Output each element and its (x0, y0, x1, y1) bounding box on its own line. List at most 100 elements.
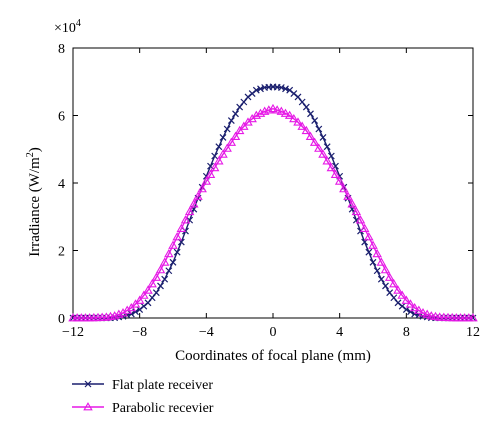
data-point (127, 310, 135, 318)
data-point (322, 156, 332, 165)
axes: −12 −8 −4 0 4 8 12 0 2 4 6 8 (58, 42, 480, 340)
data-point (152, 289, 160, 297)
data-point (222, 143, 232, 152)
data-point (211, 152, 219, 160)
y-multiplier-exponent: 4 (76, 18, 81, 29)
plot-frame (72, 47, 474, 319)
data-point (173, 248, 181, 256)
data-point (323, 143, 331, 151)
y-multiplier: ×104 (54, 18, 81, 36)
x-marker-stroke (186, 216, 194, 224)
x-marker-stroke (290, 90, 298, 97)
y-multiplier-base: ×10 (54, 21, 76, 36)
series-layer (68, 83, 478, 322)
x-marker-stroke (236, 103, 244, 111)
data-point (284, 110, 295, 119)
data-point (139, 290, 149, 299)
data-point (157, 282, 164, 290)
x-marker-stroke (302, 103, 310, 111)
x-marker-stroke (411, 310, 419, 318)
y-axis-title-main: Irradiance (W/m (27, 157, 43, 257)
data-point (272, 105, 282, 114)
data-point (377, 275, 385, 283)
x-tick-label: 0 (270, 325, 277, 340)
data-point (430, 311, 441, 321)
data-point (255, 108, 266, 117)
series-parabolic-recevier (68, 103, 478, 322)
x-marker-stroke (240, 98, 248, 106)
x-marker-stroke (294, 93, 302, 101)
data-point (184, 206, 195, 216)
data-point (159, 257, 170, 266)
data-point (189, 199, 199, 208)
series-flat-plate-receiver (69, 83, 477, 322)
data-point (364, 232, 374, 241)
data-point (369, 258, 377, 266)
data-point (386, 289, 394, 297)
data-point (426, 311, 437, 320)
data-point (376, 257, 387, 266)
data-point (411, 310, 419, 318)
data-point (389, 279, 399, 288)
x-marker-stroke (369, 258, 377, 266)
data-point (218, 149, 228, 158)
data-point (468, 313, 478, 322)
y-axis-title-close: ) (27, 147, 43, 152)
data-point (352, 216, 360, 224)
data-point (365, 248, 373, 256)
data-point (359, 223, 370, 232)
data-point (134, 295, 145, 304)
data-point (305, 131, 316, 140)
data-point (122, 305, 132, 314)
data-point (390, 294, 398, 302)
x-tick-label: 8 (403, 325, 410, 340)
data-point (251, 110, 262, 119)
x-marker-stroke (286, 86, 294, 94)
legend: Flat plate receiver Parabolic recevier (72, 378, 214, 416)
data-point (373, 267, 381, 275)
data-point (318, 149, 328, 158)
x-marker-stroke (227, 117, 235, 124)
x-marker-stroke (352, 216, 360, 224)
data-point (197, 183, 207, 193)
x-marker-stroke (407, 308, 414, 316)
data-point (418, 308, 428, 317)
data-point (201, 176, 212, 185)
x-marker-stroke (207, 162, 214, 170)
y-tick-label: 2 (58, 245, 65, 260)
data-point (326, 162, 337, 172)
x-marker-stroke (84, 380, 92, 388)
data-point (148, 294, 156, 302)
x-marker-stroke (232, 110, 239, 118)
x-marker-stroke (319, 134, 327, 141)
data-point (83, 402, 93, 411)
data-point (276, 106, 287, 115)
x-marker-stroke (394, 299, 402, 307)
x-marker-stroke (219, 134, 227, 141)
legend-label: Parabolic recevier (112, 401, 214, 416)
x-marker-stroke (257, 85, 264, 93)
x-marker-stroke (252, 86, 260, 94)
data-point (223, 125, 231, 133)
data-point (314, 143, 324, 152)
data-point (380, 264, 391, 274)
data-point (147, 279, 157, 288)
data-point (327, 152, 335, 160)
data-point (144, 299, 152, 307)
data-point (422, 309, 432, 318)
data-point (368, 240, 378, 249)
data-point (268, 103, 278, 113)
x-marker-stroke (169, 258, 177, 266)
data-point (343, 191, 353, 200)
data-point (315, 125, 323, 133)
x-marker-stroke (386, 289, 394, 297)
data-point (176, 223, 187, 232)
x-marker-stroke (173, 248, 181, 256)
data-point (151, 272, 162, 281)
data-point (311, 117, 319, 124)
data-point (319, 134, 327, 141)
data-point (118, 308, 128, 317)
y-tick-label: 4 (58, 177, 65, 192)
x-tick-label: −12 (62, 325, 84, 340)
